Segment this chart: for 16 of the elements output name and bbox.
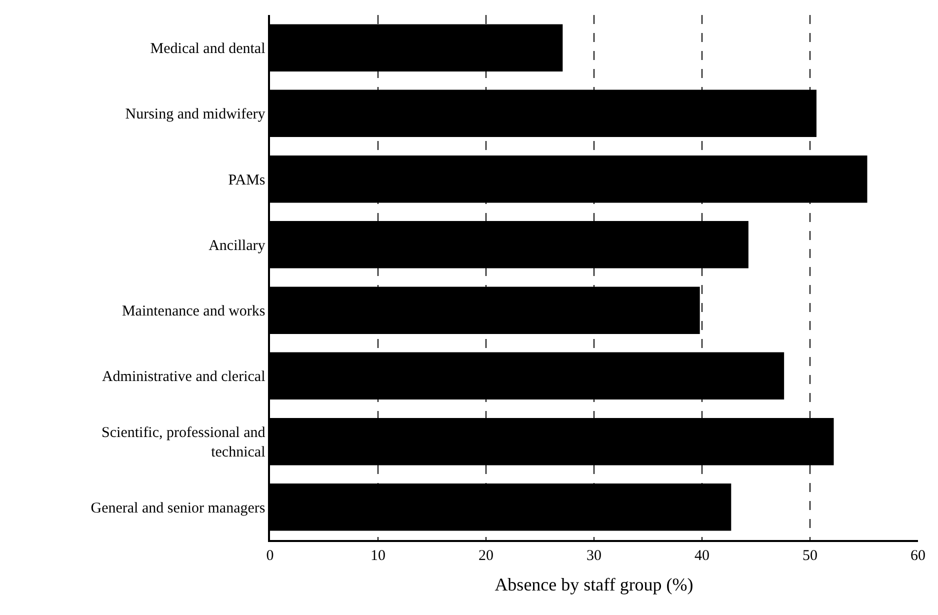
x-tick-label: 0 — [266, 548, 274, 564]
x-tick-label: 50 — [802, 548, 818, 564]
x-tick-label: 30 — [586, 548, 602, 564]
x-axis-title: Absence by staff group (%) — [494, 574, 694, 594]
y-tick-label: Administrative and clerical — [102, 369, 266, 386]
y-tick-label: Maintenance and works — [122, 304, 266, 320]
x-tick-label: 20 — [478, 548, 494, 564]
x-tick-label: 60 — [910, 548, 926, 564]
x-tick-label: 10 — [370, 548, 386, 564]
x-tick-label: 40 — [694, 548, 710, 564]
y-tick-label: PAMs — [228, 172, 266, 188]
y-tick-label: Scientific, professional and technical — [102, 425, 266, 461]
y-tick-label: General and senior managers — [90, 500, 266, 516]
y-tick-label: Nursing and midwifery — [125, 106, 266, 123]
y-tick-label: Medical and dental — [150, 41, 266, 58]
y-tick-label: Ancillary — [208, 238, 266, 254]
